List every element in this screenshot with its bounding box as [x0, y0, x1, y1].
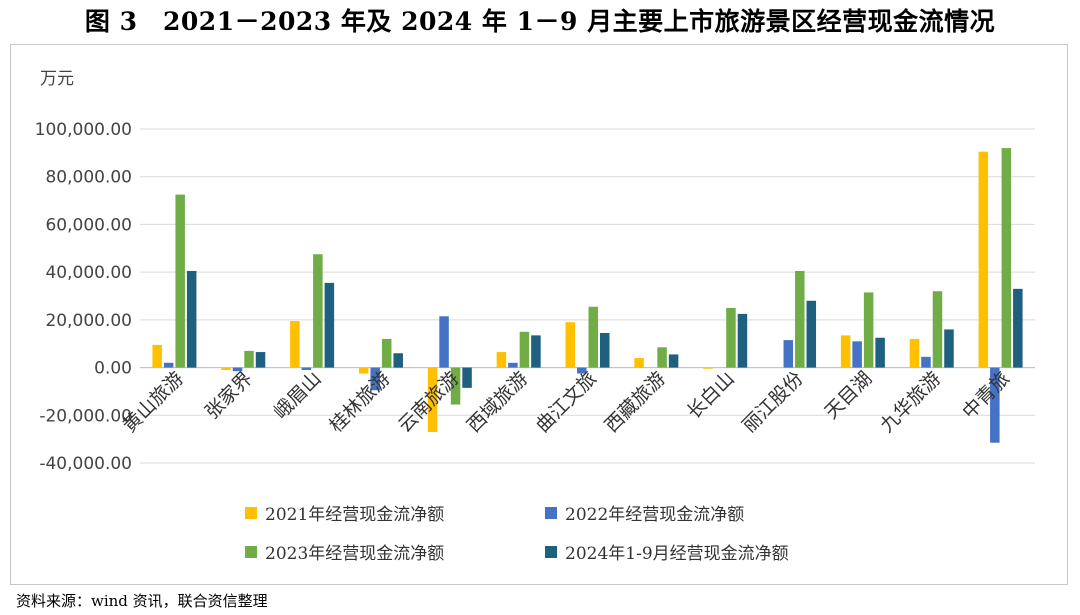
bar: [381, 338, 392, 368]
legend-swatch: [545, 506, 557, 519]
bar: [531, 335, 541, 368]
bar: [462, 367, 472, 388]
bar: [852, 341, 862, 368]
category-label: 曲江文旅: [532, 368, 601, 437]
chart-frame: [10, 44, 1068, 585]
bar: [726, 307, 736, 368]
bar: [863, 292, 874, 368]
bar: [324, 282, 335, 368]
bar: [255, 352, 266, 368]
bar: [577, 367, 587, 374]
legend-item: 2023年经营现金流净额: [245, 539, 545, 564]
bar: [393, 353, 403, 368]
bar: [152, 344, 162, 368]
y-tick-label: -40,000.00: [39, 454, 132, 474]
bar: [783, 340, 794, 368]
legend-swatch: [245, 506, 257, 519]
bar: [634, 358, 644, 368]
bar: [588, 306, 598, 368]
legend-label: 2023年经营现金流净额: [265, 544, 445, 564]
bar: [186, 270, 197, 368]
bar: [703, 367, 713, 369]
bar: [600, 332, 610, 368]
legend-swatch: [245, 545, 257, 558]
legend-item: 2024年1-9月经营现金流净额: [545, 539, 845, 564]
bar: [668, 354, 679, 368]
bar: [221, 367, 231, 370]
legend: 2021年经营现金流净额 2022年经营现金流净额 2023年经营现金流净额 2024…: [245, 500, 885, 564]
bar: [358, 367, 369, 374]
source-note: 资料来源：wind 资讯，联合资信整理: [16, 592, 268, 610]
bar: [944, 329, 954, 368]
y-tick-label: -20,000.00: [39, 406, 132, 426]
category-label: 九华旅游: [876, 368, 945, 437]
legend-item: 2022年经营现金流净额: [545, 500, 845, 525]
y-tick-label: 60,000.00: [45, 215, 132, 235]
legend-item: 2021年经营现金流净额: [245, 500, 545, 525]
bar: [909, 338, 920, 368]
bar: [737, 313, 748, 368]
bar: [232, 367, 243, 372]
bar: [519, 331, 530, 368]
bar: [990, 367, 1000, 443]
bar: [1001, 148, 1012, 368]
bar: [978, 151, 989, 368]
bar: [439, 316, 449, 368]
y-tick-label: 40,000.00: [45, 263, 132, 283]
bar: [657, 347, 667, 368]
bar: [244, 350, 254, 368]
legend-label: 2024年1-9月经营现金流净额: [565, 544, 789, 564]
y-axis-unit: 万元: [40, 69, 74, 89]
bar: [427, 367, 438, 432]
category-label: 西域旅游: [463, 368, 532, 437]
y-tick-label: 80,000.00: [45, 168, 132, 188]
y-tick-label: 0.00: [94, 359, 132, 379]
bar: [795, 270, 805, 368]
legend-label: 2021年经营现金流净额: [265, 505, 445, 525]
bar: [508, 362, 518, 368]
bar: [921, 356, 931, 368]
category-label: 丽江股份: [738, 368, 807, 437]
bar: [370, 367, 380, 391]
category-label: 桂林旅游: [325, 368, 394, 437]
bar: [932, 291, 943, 368]
bar: [290, 321, 300, 368]
bar: [175, 194, 185, 368]
y-tick-label: 100,000.00: [35, 120, 132, 140]
bar: [1013, 288, 1023, 368]
bar: [565, 322, 575, 368]
bar: [875, 337, 885, 368]
chart-title: 图 3 2021－2023 年及 2024 年 1－9 月主要上市旅游景区经营现…: [84, 7, 996, 36]
bar: [301, 367, 312, 370]
bar: [840, 335, 851, 368]
legend-swatch: [545, 545, 557, 558]
bar: [806, 300, 817, 368]
bar: [496, 352, 507, 368]
category-label: 西藏旅游: [601, 368, 670, 437]
bar: [163, 362, 174, 368]
bar: [450, 367, 461, 405]
y-tick-label: 20,000.00: [45, 311, 132, 331]
legend-label: 2022年经营现金流净额: [565, 505, 745, 525]
bar: [313, 254, 323, 368]
